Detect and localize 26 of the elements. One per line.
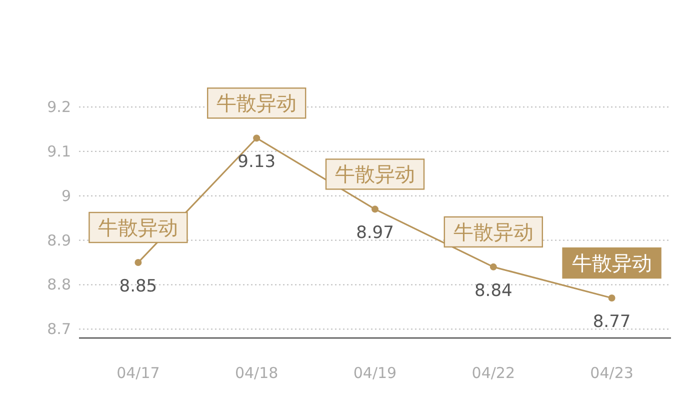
x-tick-label: 04/17	[116, 364, 160, 382]
data-label: 8.84	[474, 280, 512, 301]
y-tick-label: 8.7	[47, 320, 71, 338]
annotation: 牛散异动	[453, 220, 534, 244]
annotation: 牛散异动	[216, 91, 297, 116]
point	[134, 258, 142, 266]
point	[608, 294, 616, 302]
point	[372, 206, 378, 213]
point	[253, 134, 260, 142]
point	[490, 263, 497, 270]
y-tick-label: 8.9	[47, 231, 71, 250]
data-label: 9.13	[238, 152, 276, 172]
x-tick-label: 04/18	[234, 364, 278, 382]
data-label: 8.85	[119, 276, 158, 296]
annotation: 牛散异动	[572, 251, 652, 276]
data-label: 8.77	[592, 312, 631, 332]
x-tick-label: 04/19	[353, 364, 397, 382]
annotation: 牛散异动	[335, 162, 415, 186]
y-tick-label: 9	[61, 186, 71, 205]
x-tick-label: 04/22	[472, 364, 516, 382]
data-label: 8.97	[356, 223, 394, 244]
x-tick-label: 04/23	[590, 364, 634, 382]
annotation: 牛散异动	[98, 215, 178, 240]
y-tick-label: 9.1	[47, 142, 71, 160]
y-tick-label: 9.2	[47, 98, 71, 116]
y-tick-label: 8.8	[47, 276, 71, 294]
